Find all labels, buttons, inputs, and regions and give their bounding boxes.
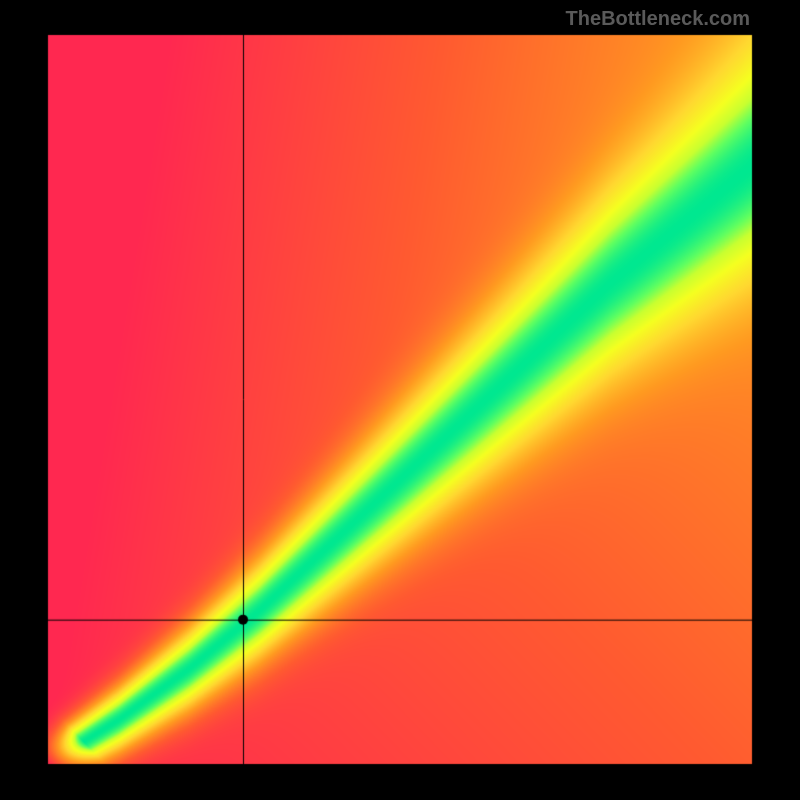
chart-container: { "watermark": { "text": "TheBottleneck.…: [0, 0, 800, 800]
bottleneck-heatmap: [0, 0, 800, 800]
watermark-text: TheBottleneck.com: [566, 8, 750, 31]
